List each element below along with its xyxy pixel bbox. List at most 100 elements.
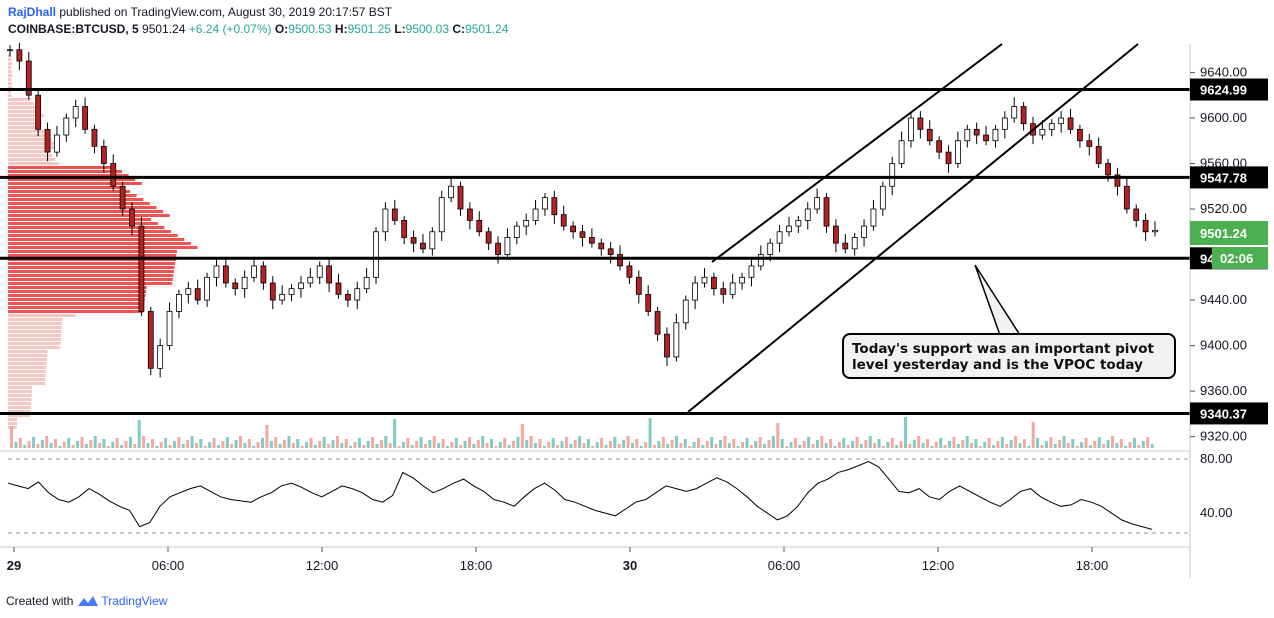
volume-bar bbox=[199, 439, 203, 448]
volume-profile-bar bbox=[8, 86, 12, 89]
volume-bar bbox=[463, 441, 467, 448]
candle-down bbox=[579, 231, 586, 238]
volume-profile-bar bbox=[8, 126, 42, 129]
volume-profile-bar bbox=[8, 190, 131, 193]
candle-up bbox=[786, 225, 792, 233]
ascending-channel bbox=[687, 43, 1139, 413]
volume-bar bbox=[423, 444, 427, 448]
channel-upper-line[interactable] bbox=[711, 43, 1003, 263]
annotation-callout[interactable]: Today's support was an important pivot l… bbox=[842, 333, 1176, 379]
change-text: +6.24 (+0.07%) bbox=[188, 22, 272, 36]
volume-bar bbox=[239, 436, 242, 448]
last-price-box bbox=[1190, 221, 1268, 245]
candle-down bbox=[485, 231, 492, 244]
volume-profile-bar bbox=[8, 214, 170, 217]
candle-up bbox=[701, 276, 708, 284]
volume-profile-bar bbox=[8, 350, 48, 353]
volume-profile-bar bbox=[8, 102, 34, 105]
last-price-label: 9501.24 02:06 bbox=[1190, 221, 1268, 269]
volume-profile-bar bbox=[8, 326, 62, 329]
volume-bar bbox=[164, 438, 168, 448]
volume-profile-bar bbox=[8, 134, 48, 137]
volume-profile-bar bbox=[8, 242, 191, 245]
volume-bar bbox=[71, 445, 75, 448]
volume-bar bbox=[635, 439, 639, 448]
published-text: published on TradingView.com, August 30,… bbox=[59, 5, 393, 19]
volume-profile-bar bbox=[8, 234, 178, 237]
tradingview-brand[interactable]: TradingView bbox=[101, 594, 168, 608]
volume-profile-bar bbox=[8, 266, 175, 269]
volume-bar bbox=[1071, 439, 1075, 448]
volume-bar bbox=[150, 439, 154, 448]
candle-up bbox=[7, 49, 13, 52]
volume-profile-bar bbox=[8, 282, 173, 285]
volume-profile-bar bbox=[8, 90, 11, 93]
low-label: L: bbox=[394, 22, 406, 36]
volume-bar bbox=[890, 438, 894, 448]
volume-bar bbox=[1115, 443, 1119, 448]
volume-bar bbox=[789, 442, 793, 448]
volume-profile-bar bbox=[8, 314, 76, 317]
candle-down bbox=[645, 293, 652, 312]
volume-bar bbox=[1150, 444, 1154, 448]
volume-bar bbox=[177, 437, 181, 448]
volume-bar bbox=[908, 444, 912, 448]
volume-bar bbox=[688, 446, 692, 448]
time-axis[interactable]: 29 06:00 12:00 18:00 30 06:00 12:00 18:00 bbox=[7, 547, 1109, 573]
footer: Created with TradingView bbox=[6, 592, 167, 610]
level-label-resistance: 9624.99 bbox=[1200, 83, 1247, 98]
volume-bar bbox=[1124, 446, 1128, 448]
volume-bar bbox=[917, 436, 921, 448]
volume-bar bbox=[1075, 446, 1079, 448]
volume-bar bbox=[98, 443, 102, 448]
candle-up bbox=[1011, 106, 1018, 119]
candle-up bbox=[504, 237, 511, 255]
volume-bar bbox=[591, 446, 595, 448]
price-candles bbox=[7, 42, 1158, 378]
volume-bar bbox=[84, 444, 88, 448]
volume-bar bbox=[89, 440, 93, 448]
level-box-pivot bbox=[1190, 166, 1268, 189]
volume-bar bbox=[736, 446, 740, 448]
volume-bar bbox=[494, 446, 498, 448]
candle-up bbox=[213, 265, 220, 278]
volume-bar bbox=[432, 436, 436, 448]
channel-lower-line[interactable] bbox=[687, 43, 1139, 413]
time-tick-label: 12:00 bbox=[922, 558, 955, 573]
volume-bar bbox=[948, 441, 952, 448]
candle-up bbox=[851, 237, 858, 250]
volume-bar bbox=[758, 437, 762, 448]
volume-profile-bar bbox=[8, 82, 12, 85]
volume-bar bbox=[476, 440, 480, 448]
price-axis[interactable]: 9640.009600.009560.009520.009440.009400.… bbox=[1190, 64, 1247, 444]
high-label: H: bbox=[334, 22, 348, 36]
volume-bar bbox=[939, 438, 943, 448]
volume-bar bbox=[186, 440, 190, 448]
symbol-label[interactable]: COINBASE:BTCUSD, 5 bbox=[8, 22, 139, 36]
volume-bar bbox=[313, 445, 317, 448]
volume-bar bbox=[36, 444, 40, 448]
volume-bar bbox=[846, 445, 850, 448]
volume-bar bbox=[833, 446, 837, 448]
volume-profile-bar bbox=[8, 162, 59, 165]
volume-bar bbox=[155, 446, 159, 448]
volume-bar bbox=[362, 445, 366, 448]
volume-profile-bar bbox=[8, 194, 137, 197]
volume-bar bbox=[926, 439, 929, 448]
author-name[interactable]: RajDhall bbox=[8, 5, 57, 19]
volume-bar bbox=[344, 439, 348, 448]
volume-bar bbox=[472, 444, 476, 448]
volume-bar bbox=[230, 444, 234, 448]
volume-bar bbox=[1058, 440, 1062, 448]
candle-up bbox=[870, 208, 877, 227]
candle-up bbox=[354, 288, 361, 301]
candle-down bbox=[25, 60, 32, 96]
time-tick-label: 30 bbox=[623, 558, 637, 573]
volume-bar bbox=[133, 444, 137, 448]
volume-bar bbox=[216, 445, 220, 448]
volume-profile-bar bbox=[8, 410, 31, 413]
volume-bar bbox=[534, 443, 538, 448]
volume-bar bbox=[582, 443, 586, 448]
volume-bar bbox=[538, 439, 542, 448]
